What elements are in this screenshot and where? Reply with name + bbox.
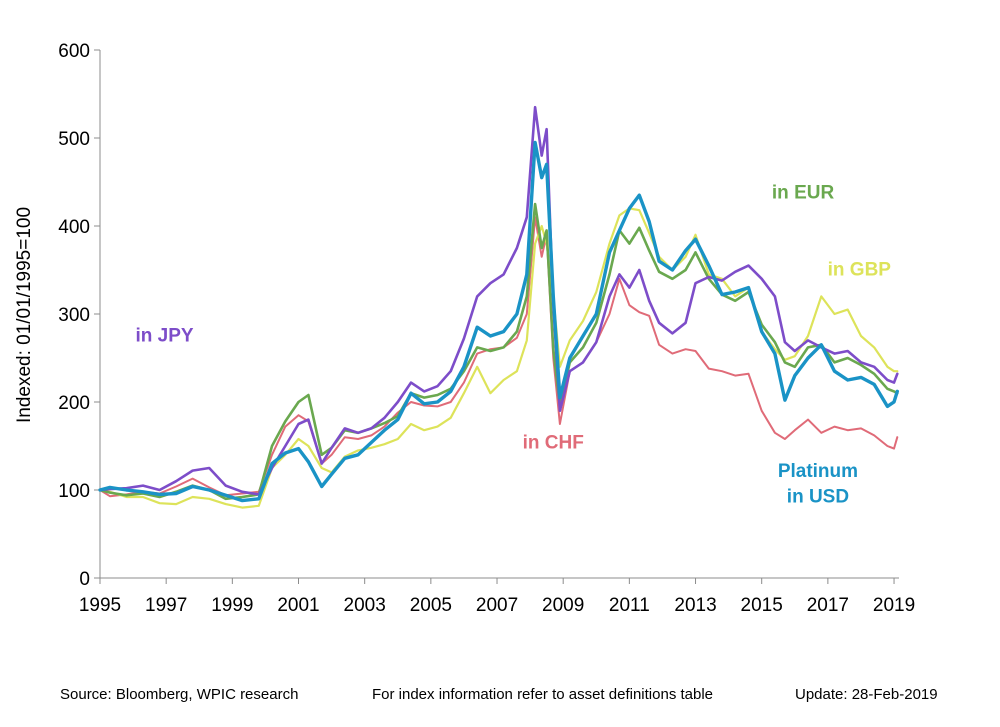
series-line-platinum-in-usd: [98, 140, 899, 503]
y-tick-label: 200: [58, 393, 90, 414]
series-label: in EUR: [772, 183, 835, 204]
x-tick-label: 1995: [79, 595, 121, 616]
y-tick-label: 300: [58, 305, 90, 326]
x-tick-label: 2009: [542, 595, 584, 616]
footer-update: Update: 28-Feb-2019: [795, 686, 938, 703]
series-label: in GBP: [828, 259, 892, 280]
series-label: in CHF: [523, 433, 584, 454]
x-tick-label: 2001: [277, 595, 319, 616]
series-label: in JPY: [135, 325, 193, 346]
x-tick-label: 2003: [344, 595, 386, 616]
series-line-in-eur: [98, 202, 899, 501]
x-tick-label: 2013: [674, 595, 716, 616]
series-label: in USD: [787, 486, 849, 507]
x-tick-label: 1999: [211, 595, 253, 616]
y-tick-label: 0: [79, 569, 90, 590]
series-labels: in JPY in CHF in EUR in GBP Platinum in USD: [135, 183, 891, 508]
x-tick-label: 2005: [410, 595, 452, 616]
y-axis-title: Indexed: 01/01/1995=100: [14, 207, 35, 423]
series-line-in-jpy: [98, 105, 899, 496]
footer-source: Source: Bloomberg, WPIC research: [60, 686, 299, 703]
x-tick-label: 1997: [145, 595, 187, 616]
x-tick-label: 2015: [741, 595, 783, 616]
y-tick-label: 100: [58, 481, 90, 502]
ticks: 0 100 200 300 400 500 600 1995 1997 1999 2001 2003 2…: [58, 41, 915, 616]
y-tick-label: 500: [58, 129, 90, 150]
y-tick-label: 400: [58, 217, 90, 238]
footer-info: For index information refer to asset def…: [372, 686, 714, 703]
x-tick-label: 2007: [476, 595, 518, 616]
x-tick-label: 2017: [807, 595, 849, 616]
series-line-in-chf: [99, 216, 899, 498]
x-tick-label: 2019: [873, 595, 915, 616]
x-tick-label: 2011: [609, 595, 650, 616]
series-lines: [98, 105, 899, 509]
series-label: Platinum: [778, 461, 858, 482]
y-tick-label: 600: [58, 41, 90, 62]
